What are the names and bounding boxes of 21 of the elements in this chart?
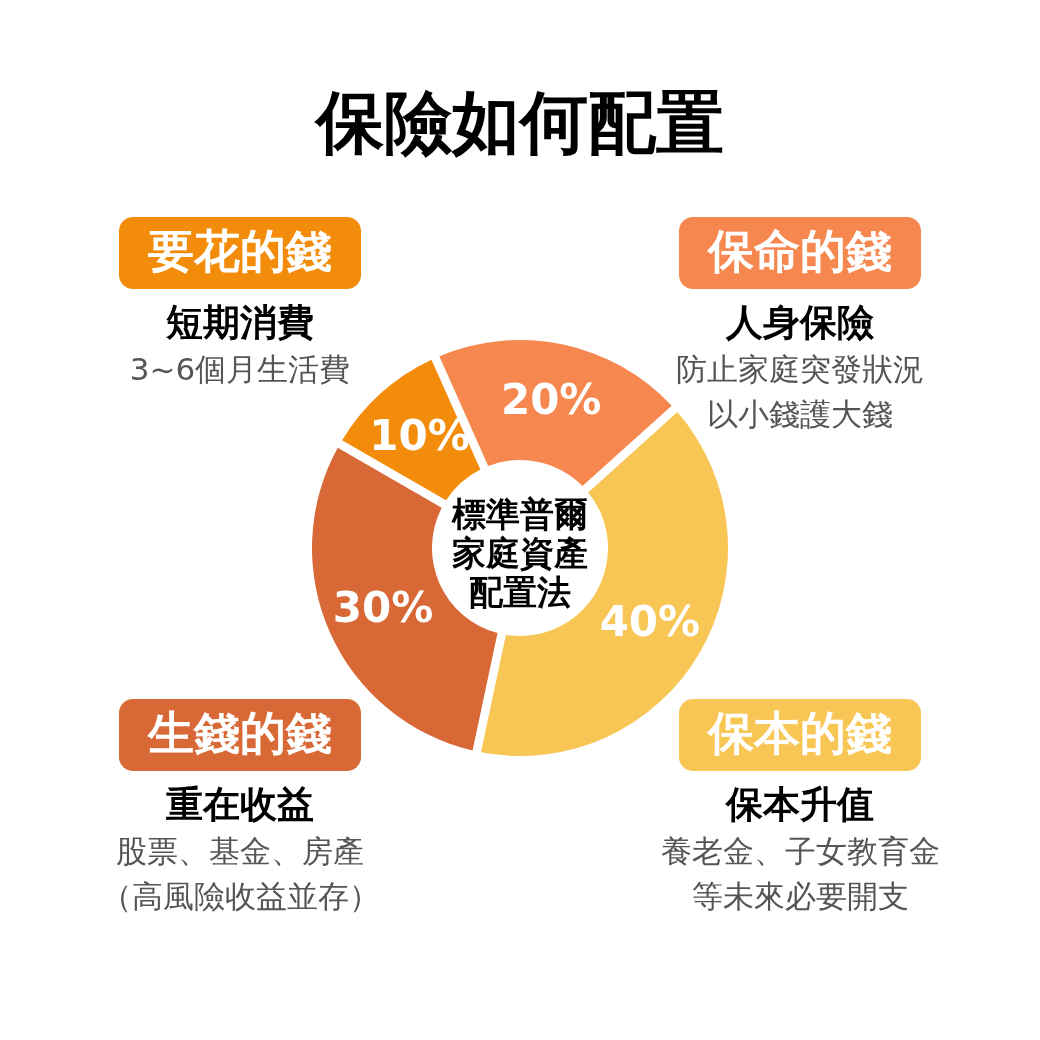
slice-label: 生錢的錢 [146,706,332,760]
text: 股票、基金、房產 [116,833,364,869]
text: 保本升值 [726,783,874,826]
text: 標準普爾家庭資產配置法 [451,494,588,612]
text: 防止家庭突發狀況 [676,351,924,387]
text: 3~6個月生活費 [129,351,351,387]
text: 短期消費 [166,301,314,344]
slice-label: 要花的錢 [148,224,332,278]
chart-title: 保險如何配置 [314,83,724,162]
data-label: 20% [500,375,602,425]
data-label: 30% [332,583,434,633]
text: 重在收益 [166,783,314,826]
data-label: 40% [599,597,701,646]
text: 等未來必要開支 [691,878,909,914]
text: （高風險收益並存） [100,878,380,914]
data-label: 10% [369,410,470,460]
text: 養老金、子女教育金 [660,833,940,869]
slice-label: 保本的錢 [706,706,892,760]
text: 人身保險 [726,301,874,344]
slice-label: 保命的錢 [706,224,892,278]
text: 以小錢護大錢 [707,396,893,432]
